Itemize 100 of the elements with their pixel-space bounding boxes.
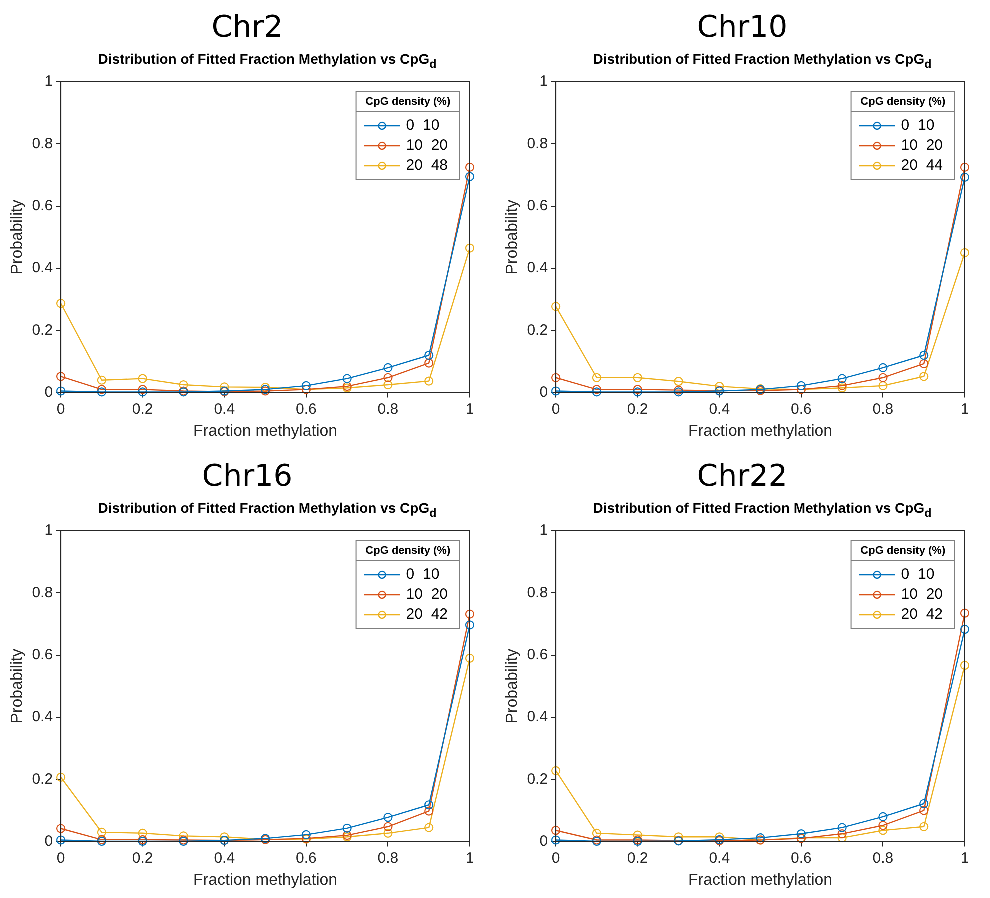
point bbox=[465, 162, 475, 172]
point bbox=[138, 374, 148, 384]
legend-title: CpG density (%) bbox=[860, 96, 946, 108]
point bbox=[56, 836, 66, 845]
x-tick-label: 0.8 bbox=[378, 400, 399, 418]
x-tick-label: 1 bbox=[466, 850, 474, 867]
y-tick-label: 0.8 bbox=[32, 584, 54, 602]
x-tick-label: 0.2 bbox=[132, 400, 154, 418]
x-tick-label: 1 bbox=[960, 850, 970, 867]
x-tick-label: 0 bbox=[552, 850, 560, 867]
point bbox=[465, 654, 475, 663]
point bbox=[465, 172, 475, 182]
point bbox=[920, 806, 929, 816]
legend-label: 10 20 bbox=[406, 586, 448, 604]
point bbox=[796, 381, 806, 391]
point bbox=[878, 826, 888, 836]
point bbox=[960, 661, 970, 670]
point bbox=[552, 302, 561, 312]
point bbox=[878, 821, 888, 830]
legend-label: 10 20 bbox=[406, 137, 448, 154]
point bbox=[878, 381, 888, 391]
x-tick-label: 0.8 bbox=[872, 400, 894, 418]
y-axis-title: Probability bbox=[504, 649, 522, 724]
point bbox=[960, 162, 970, 172]
point bbox=[424, 376, 434, 386]
point bbox=[465, 610, 475, 619]
chart-title: Chr10 bbox=[696, 9, 789, 47]
point bbox=[633, 388, 642, 397]
point bbox=[56, 824, 66, 834]
y-tick-label: 0.2 bbox=[32, 322, 54, 339]
x-axis-title: Fraction methylation bbox=[688, 872, 833, 889]
legend-label: 0 10 bbox=[901, 566, 935, 584]
point bbox=[384, 813, 393, 822]
chart-subtitle: Distribution of Fitted Fraction Methylation vs CpG$_{d}$ bbox=[592, 50, 933, 71]
legend-label: 20 42 bbox=[901, 606, 944, 624]
point bbox=[384, 828, 393, 838]
point bbox=[838, 834, 847, 843]
x-tick-label: 0.6 bbox=[790, 850, 812, 867]
point bbox=[97, 388, 106, 397]
y-tick-label: 0.4 bbox=[32, 708, 54, 726]
chart-subtitle: Distribution of Fitted Fraction Methylation vs CpG$_{d}$ bbox=[97, 499, 438, 520]
point bbox=[633, 373, 642, 382]
point bbox=[424, 350, 434, 360]
x-tick-label: 0 bbox=[56, 850, 66, 867]
point bbox=[97, 376, 106, 385]
point bbox=[878, 373, 888, 382]
point bbox=[302, 830, 311, 840]
point bbox=[302, 381, 311, 391]
point bbox=[960, 172, 970, 182]
point bbox=[138, 828, 148, 838]
point bbox=[592, 373, 602, 382]
point bbox=[220, 832, 230, 842]
point bbox=[838, 384, 847, 393]
x-tick-label: 0.6 bbox=[296, 850, 317, 867]
x-tick-label: 1 bbox=[960, 400, 970, 418]
point bbox=[384, 380, 393, 390]
legend-title: CpG density (%) bbox=[366, 96, 451, 108]
point bbox=[633, 830, 642, 840]
point bbox=[342, 824, 352, 833]
point bbox=[97, 385, 106, 394]
y-tick-label: 0.4 bbox=[527, 260, 548, 277]
chart-title: Chr22 bbox=[696, 458, 789, 496]
legend-label: 0 10 bbox=[901, 117, 935, 134]
y-tick-label: 0.6 bbox=[32, 646, 54, 664]
point bbox=[179, 380, 188, 390]
point bbox=[920, 822, 929, 832]
x-tick-label: 0 bbox=[56, 400, 66, 418]
legend-label: 20 44 bbox=[901, 157, 944, 174]
point bbox=[424, 823, 434, 832]
point bbox=[552, 836, 561, 845]
point bbox=[56, 772, 66, 782]
point bbox=[384, 363, 393, 372]
y-tick-label: 0.2 bbox=[527, 322, 548, 339]
point bbox=[384, 373, 393, 382]
point bbox=[633, 385, 642, 394]
legend-label: 20 42 bbox=[406, 606, 448, 624]
x-tick-label: 0.2 bbox=[627, 400, 648, 418]
legend-label: 10 20 bbox=[901, 137, 944, 154]
x-tick-label: 0.8 bbox=[378, 850, 399, 867]
x-axis-title: Fraction methylation bbox=[193, 422, 338, 440]
point bbox=[552, 826, 561, 836]
y-tick-label: 0.4 bbox=[32, 260, 54, 277]
chart-subtitle: Distribution of Fitted Fraction Methylation vs CpG$_{d}$ bbox=[97, 50, 438, 71]
point bbox=[552, 373, 561, 382]
point bbox=[674, 377, 684, 386]
point bbox=[838, 823, 847, 832]
chart-title: Chr2 bbox=[210, 9, 284, 47]
x-tick-label: 0.4 bbox=[214, 400, 236, 418]
point bbox=[838, 381, 847, 391]
y-tick-label: 0.8 bbox=[32, 135, 54, 152]
x-tick-label: 0.2 bbox=[132, 850, 154, 867]
point bbox=[878, 812, 888, 822]
point bbox=[97, 828, 106, 838]
point bbox=[465, 620, 475, 630]
point bbox=[960, 608, 970, 618]
x-axis-title: Fraction methylation bbox=[193, 872, 338, 889]
point bbox=[592, 828, 602, 838]
y-tick-label: 0.2 bbox=[527, 770, 548, 788]
point bbox=[920, 372, 929, 382]
point bbox=[138, 388, 148, 397]
